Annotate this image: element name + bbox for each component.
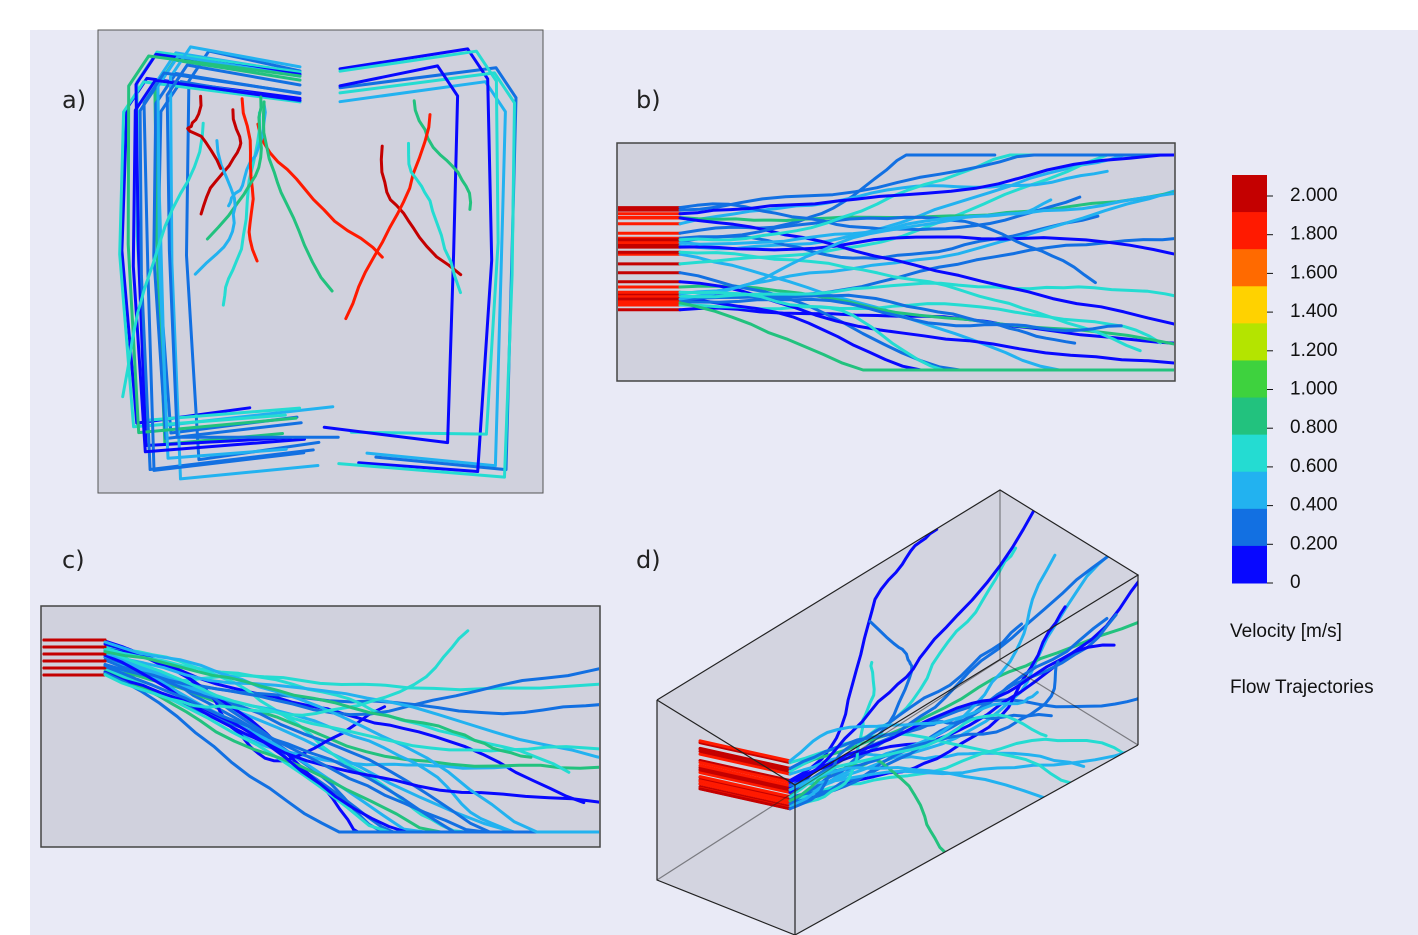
legend-band	[1232, 323, 1267, 361]
legend-band	[1232, 472, 1267, 510]
legend-tick-label: 2.000	[1290, 185, 1338, 206]
legend-band	[1232, 398, 1267, 436]
panel-label: d)	[636, 546, 661, 574]
legend-tick-label: 1.600	[1290, 262, 1338, 283]
legend-tick-label: 0.800	[1290, 417, 1338, 438]
legend-band	[1232, 509, 1267, 547]
legend-tick-label: 1.400	[1290, 301, 1338, 322]
legend-tick-label: 0.200	[1290, 533, 1338, 554]
legend-band	[1232, 212, 1267, 250]
legend-band	[1232, 286, 1267, 324]
legend-band	[1232, 546, 1267, 584]
legend-tick-label: 1.000	[1290, 379, 1338, 400]
legend-tick-label: 0.600	[1290, 456, 1338, 477]
panel-label: c)	[62, 546, 85, 574]
legend-quantity: Velocity [m/s]	[1230, 621, 1342, 642]
legend-band	[1232, 249, 1267, 287]
panel-label: a)	[62, 86, 86, 114]
legend-tick-label: 0.400	[1290, 495, 1338, 516]
legend-tick-label: 0	[1290, 572, 1301, 593]
figure: a) b) c) d) 2.000 1.800 1.600 1.400 1.200 1.0…	[0, 0, 1418, 935]
legend-caption: Flow Trajectories	[1230, 677, 1374, 698]
legend-tick-label: 1.200	[1290, 340, 1338, 361]
panel-label: b)	[636, 86, 661, 114]
legend-tick-label: 1.800	[1290, 224, 1338, 245]
legend-band	[1232, 175, 1267, 213]
legend-band	[1232, 360, 1267, 398]
legend-band	[1232, 435, 1267, 473]
